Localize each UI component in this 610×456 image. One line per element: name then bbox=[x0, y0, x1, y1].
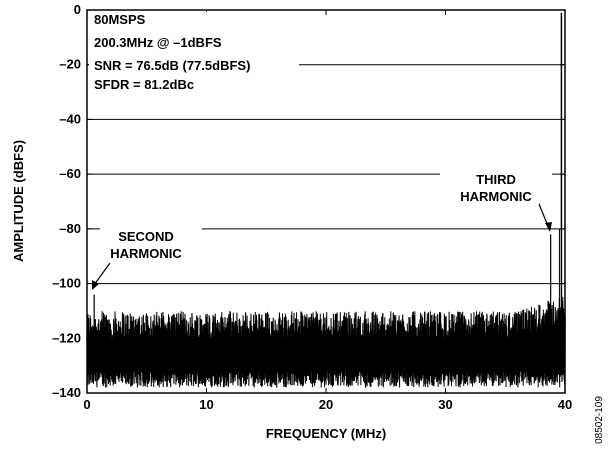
x-tick-label: 30 bbox=[438, 397, 452, 412]
info-line-sample-rate: 80MSPS bbox=[94, 12, 146, 27]
second-harmonic-label-line1: SECOND bbox=[118, 229, 174, 244]
x-tick-label: 10 bbox=[199, 397, 213, 412]
y-tick-label: –20 bbox=[59, 57, 81, 72]
info-line-snr: SNR = 76.5dB (77.5dBFS) bbox=[94, 58, 250, 73]
x-tick-label: 0 bbox=[83, 397, 90, 412]
y-tick-label: –40 bbox=[59, 111, 81, 126]
second-harmonic-arrow bbox=[93, 262, 111, 286]
info-box-background bbox=[89, 12, 299, 92]
second-harmonic-label-bg bbox=[100, 228, 202, 262]
y-axis-ticks: 0 –20 –40 –60 –80 –100 –120 –140 bbox=[52, 2, 565, 400]
noise-floor-trace bbox=[86, 296, 566, 389]
second-harmonic-annotation: SECOND HARMONIC bbox=[92, 228, 202, 290]
y-tick-label: –100 bbox=[52, 276, 81, 291]
x-tick-label: 20 bbox=[319, 397, 333, 412]
third-harmonic-label-line1: THIRD bbox=[476, 172, 516, 187]
third-harmonic-arrow bbox=[538, 203, 549, 227]
x-axis-ticks: 0 10 20 30 40 bbox=[83, 10, 572, 412]
third-harmonic-annotation: THIRD HARMONIC bbox=[440, 170, 552, 232]
third-harmonic-label-bg bbox=[440, 170, 552, 204]
y-tick-label: –140 bbox=[52, 385, 81, 400]
x-axis-title: FREQUENCY (MHz) bbox=[266, 426, 386, 441]
third-harmonic-label-line2: HARMONIC bbox=[460, 189, 532, 204]
third-harmonic-arrowhead bbox=[545, 222, 552, 232]
x-tick-label: 40 bbox=[558, 397, 572, 412]
spectrum-trace bbox=[86, 12, 566, 389]
info-line-sfdr: SFDR = 81.2dBc bbox=[94, 77, 194, 92]
info-line-input: 200.3MHz @ –1dBFS bbox=[94, 35, 222, 50]
y-tick-label: –80 bbox=[59, 221, 81, 236]
second-harmonic-arrowhead bbox=[92, 280, 99, 290]
y-tick-label: 0 bbox=[74, 2, 81, 17]
y-tick-label: –60 bbox=[59, 166, 81, 181]
info-box: 80MSPS 200.3MHz @ –1dBFS SNR = 76.5dB (7… bbox=[89, 12, 299, 92]
figure-id: 08502-109 bbox=[594, 396, 605, 444]
y-tick-label: –120 bbox=[52, 330, 81, 345]
y-axis-title: AMPLITUDE (dBFS) bbox=[11, 140, 26, 262]
second-harmonic-label-line2: HARMONIC bbox=[110, 246, 182, 261]
